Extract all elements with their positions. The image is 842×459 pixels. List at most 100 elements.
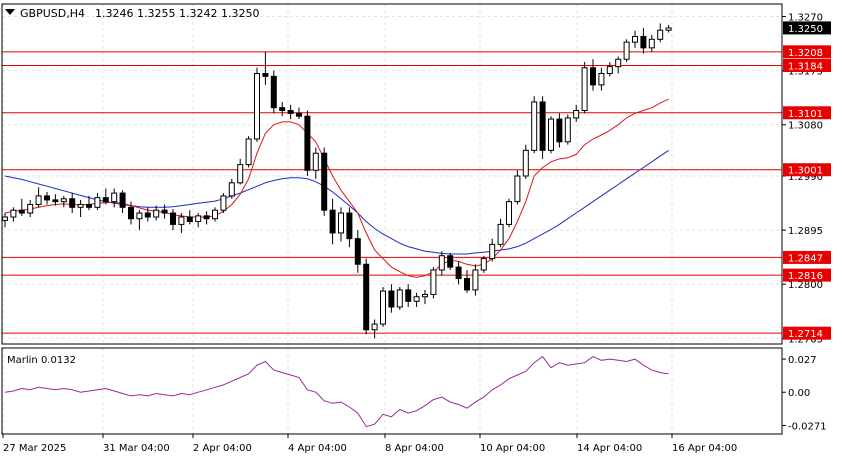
oscillator-line [4,355,669,428]
time-tick-label: 4 Apr 04:00 [288,443,347,454]
candle-body-bull [438,255,445,271]
candle [86,195,92,211]
candle-body-bear [296,112,302,117]
candle [69,193,76,214]
candle [44,191,50,205]
candle-body-bull [94,197,101,208]
candle [111,188,118,208]
level-label: 1.3101 [788,109,823,120]
candle [262,51,269,85]
price-tick-label: 1.3175 [788,67,823,78]
candle-body-bear [69,198,76,208]
candle [590,59,596,91]
candle [497,218,504,248]
time-tick-label: 2 Apr 04:00 [193,443,252,454]
candle-body-bull [598,72,605,86]
candle-body-bear [405,289,412,302]
candle [573,104,580,122]
candle-body-bull [2,216,8,221]
candle-body-bull [413,296,420,302]
candle [128,201,134,225]
candle [598,67,605,91]
fast-moving-average [4,98,669,278]
current-price-label: 1.3250 [788,24,823,35]
candle-body-bull [380,290,386,325]
candle-body-bull [657,29,664,40]
candle [489,238,496,262]
candle [18,198,25,216]
level-label: 1.3184 [788,62,823,73]
candle [170,209,176,231]
candle [396,287,403,310]
candle-body-bull [27,203,34,214]
candle [455,261,462,285]
candle-body-bull [178,216,185,225]
candle [186,210,193,225]
level-label-box [783,59,831,73]
candle-body-bear [128,206,134,220]
candle-body-bear [279,107,286,111]
candle [514,170,521,205]
chart-symbol-title: GBPUSD,H4 [20,7,85,20]
candle [430,267,437,299]
candle-body-bull [632,35,638,43]
current-price-box [783,21,831,35]
candle-body-bull [522,149,529,177]
candle-body-bear [447,255,454,268]
horizontal-levels [2,51,782,334]
candle [438,251,445,276]
candle [178,213,185,233]
candle-body-bear [346,212,353,240]
candle-body-bull [10,209,17,218]
candle [153,205,160,221]
candle-body-bull [430,269,437,295]
candle-body-bull [648,38,655,49]
candle-body-bear [287,109,294,114]
time-tick-label: 8 Apr 04:00 [385,443,444,454]
time-axis: 27 Mar 2025 31 Mar 04:00 2 Apr 04:00 4 Apr … [2,434,737,454]
candle [254,67,260,142]
candle [522,144,529,179]
osc-tick-label: -0.0271 [788,422,827,433]
marlin-line [4,355,669,428]
candle [10,207,17,222]
candle [161,204,168,219]
candle-body-bear [464,278,470,291]
candle-body-bear [354,238,361,265]
candle-body-bull [111,192,118,203]
grid [2,4,782,434]
candle [640,27,647,54]
candle [102,188,109,205]
candle [77,199,84,217]
level-label: 1.2847 [788,253,823,264]
candle-body-bull [480,258,487,271]
candle [35,187,42,208]
candle [380,287,386,327]
osc-tick-label: 0.00 [788,388,810,399]
level-label-box [783,268,831,282]
candle-body-bull [35,195,42,205]
candle-body-bull [615,58,622,68]
candle [472,264,479,296]
candle [346,207,353,248]
candle [304,110,311,176]
price-tick-label: 1.3270 [788,13,823,24]
collapse-triangle-icon[interactable] [5,9,15,15]
candle-body-bull [77,203,84,208]
level-label-box [783,45,831,59]
candle [27,199,34,217]
candle [279,101,286,117]
candle [464,269,470,293]
candle [312,147,319,179]
ma-slow-line [4,149,669,255]
candle-body-bear [102,197,109,203]
candle [144,207,151,222]
candle-body-bull [581,67,588,111]
candle-body-bull [665,27,672,31]
price-tick-label: 1.3080 [788,121,823,132]
candle [648,34,655,52]
pane-frames [1,3,783,435]
candle-body-bull [514,175,521,203]
candle-body-bull [497,223,504,245]
level-label-box [783,106,831,120]
